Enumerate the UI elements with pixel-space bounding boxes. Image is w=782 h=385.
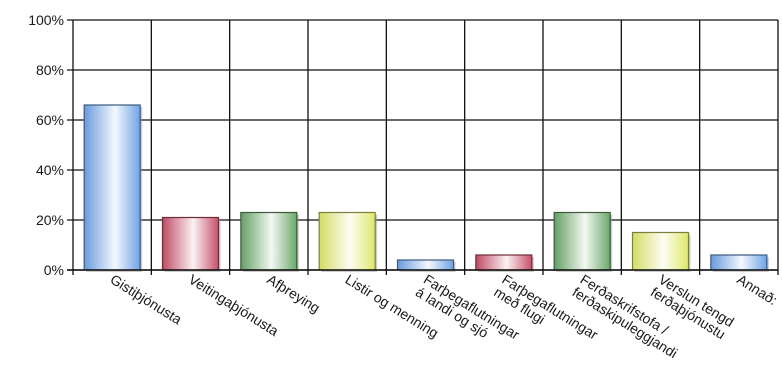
bar-7 — [553, 211, 611, 271]
bar-5 — [396, 259, 455, 271]
x-tick-label: Annað: — [734, 271, 780, 308]
grid-layer — [67, 19, 779, 275]
bar-9 — [710, 254, 768, 271]
x-tick-label: Gistiþjónusta — [108, 271, 185, 328]
y-tick-label: 40% — [36, 162, 64, 178]
bar-8 — [631, 231, 690, 271]
bar-2 — [161, 216, 220, 271]
bar-6 — [475, 254, 533, 271]
bar-1 — [83, 104, 141, 271]
y-tick-label: 80% — [36, 62, 64, 78]
y-tick-label: 60% — [36, 112, 64, 128]
bar-3 — [240, 211, 298, 271]
y-tick-label: 100% — [28, 12, 64, 28]
y-tick-label: 0% — [44, 262, 64, 278]
y-tick-label: 20% — [36, 212, 64, 228]
bar-4 — [318, 211, 376, 271]
x-tick-label: Afþreying — [264, 271, 323, 316]
bar-layer — [83, 104, 769, 272]
